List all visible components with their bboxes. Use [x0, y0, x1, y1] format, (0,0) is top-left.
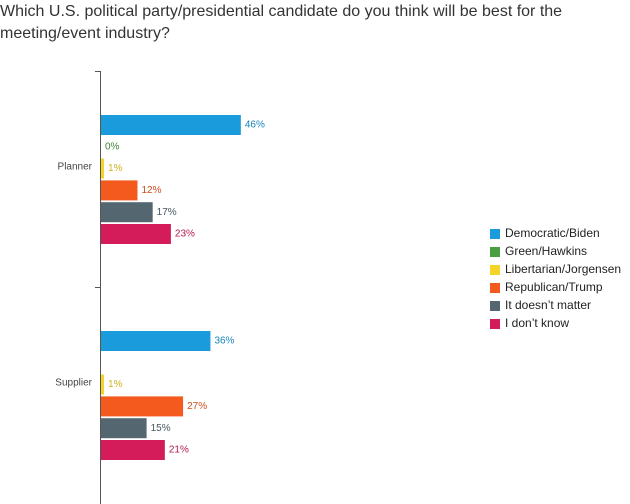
value-label: 15% [151, 423, 171, 434]
bar [101, 224, 171, 244]
bar [101, 396, 184, 417]
bar [101, 202, 153, 223]
value-label: 23% [175, 229, 195, 240]
value-label: 12% [141, 185, 161, 196]
bar [101, 180, 138, 201]
category-label: Planner [58, 162, 93, 173]
value-label: 21% [169, 445, 189, 456]
legend-swatch [490, 319, 500, 329]
legend-label: Democratic/Biden [505, 226, 600, 240]
bar [101, 115, 241, 135]
bar [101, 374, 105, 395]
legend-label: I don’t know [505, 316, 569, 330]
legend-label: It doesn’t matter [505, 298, 591, 312]
legend-label: Republican/Trump [505, 280, 603, 294]
value-label: 46% [245, 120, 265, 131]
value-label: 1% [108, 163, 123, 174]
legend-label: Green/Hawkins [505, 244, 587, 258]
legend-swatch [490, 229, 500, 239]
bar [101, 440, 165, 460]
legend-swatch [490, 301, 500, 311]
chart-title: Which U.S. political party/presidential … [0, 3, 563, 42]
legend-swatch [490, 265, 500, 275]
legend-swatch [490, 283, 500, 293]
bar [101, 331, 211, 351]
value-label: 1% [108, 379, 123, 390]
value-label: 17% [157, 207, 177, 218]
bar [101, 158, 105, 179]
value-label: 0% [105, 141, 120, 152]
value-label: 27% [187, 401, 207, 412]
legend-label: Libertarian/Jorgensen [505, 262, 621, 276]
legend-swatch [490, 247, 500, 257]
category-label: Supplier [55, 378, 92, 389]
value-label: 36% [214, 336, 234, 347]
bar [101, 418, 147, 439]
